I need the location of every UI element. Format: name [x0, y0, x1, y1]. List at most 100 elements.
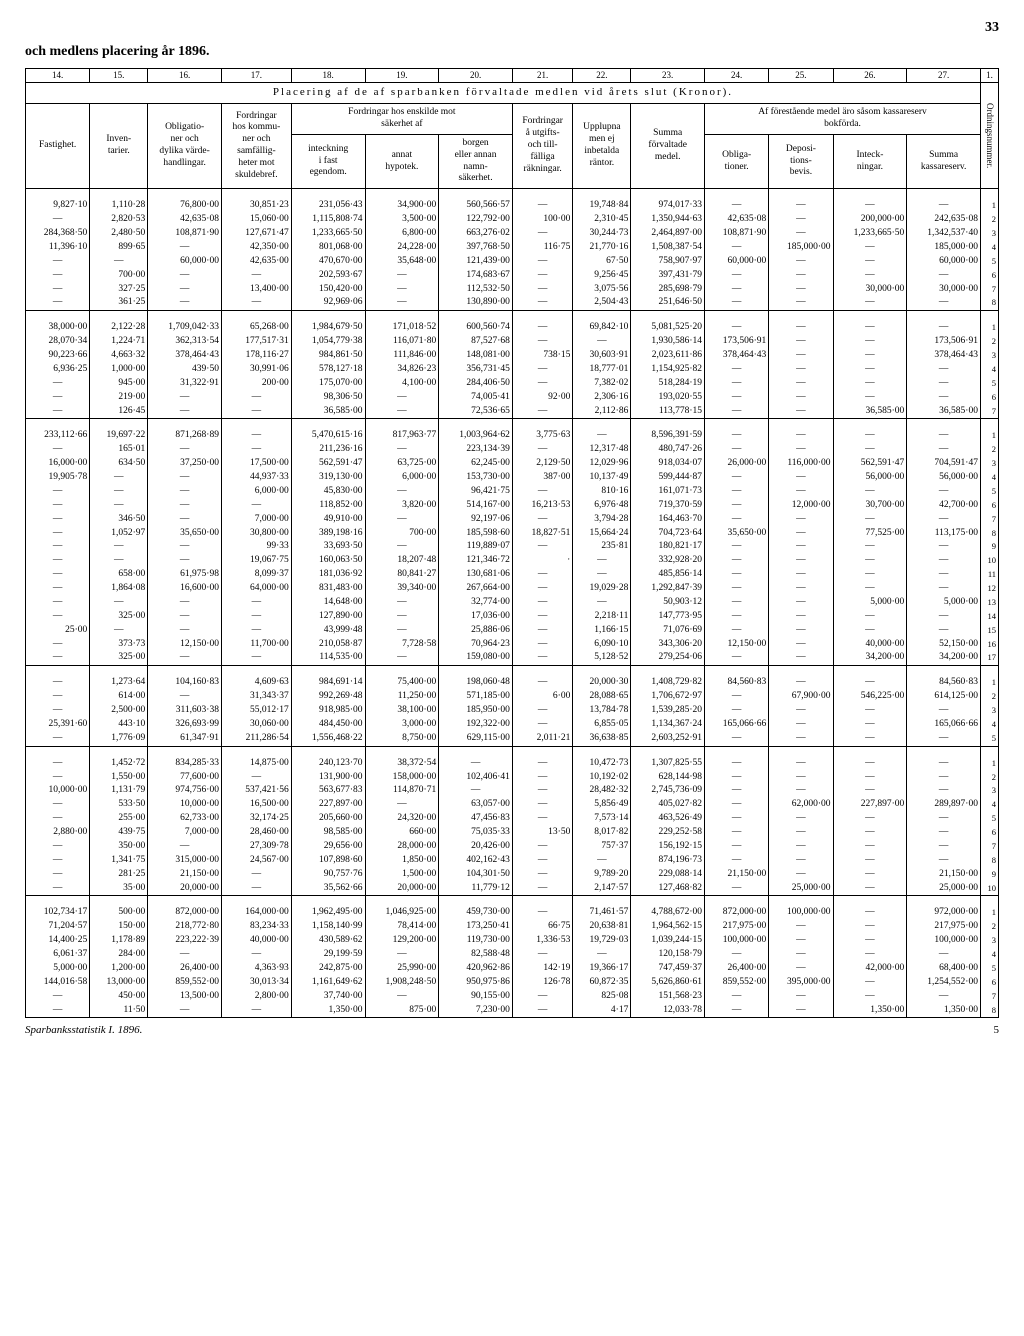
cell: — — [907, 812, 981, 826]
cell: — — [769, 704, 833, 718]
cell: 104,301·50 — [439, 868, 513, 882]
cell: 2,745,736·09 — [631, 784, 705, 798]
table-row: ——60,000·0042,635·00470,670·0035,648·001… — [26, 255, 999, 269]
cell: — — [221, 405, 291, 419]
cell: 77,600·00 — [148, 771, 222, 785]
cell: — — [26, 704, 90, 718]
cell: — — [769, 948, 833, 962]
cell: 122,792·00 — [439, 213, 513, 227]
cell: — — [26, 651, 90, 665]
cell: 356,731·45 — [439, 363, 513, 377]
cell: 14 — [980, 610, 998, 624]
cell: — — [907, 363, 981, 377]
cell: — — [512, 1004, 572, 1018]
cell: 950,975·86 — [439, 976, 513, 990]
cell: — — [221, 499, 291, 513]
cell: 4 — [980, 363, 998, 377]
cell: 164,000·00 — [221, 906, 291, 920]
cell: 71,461·57 — [573, 906, 631, 920]
cell: — — [907, 732, 981, 746]
cell: 1 — [980, 676, 998, 690]
table-row: —350·00—27,309·7829,656·0028,000·0020,42… — [26, 840, 999, 854]
table-row: 11,396·10899·65—42,350·00801,068·0024,22… — [26, 241, 999, 255]
cell: — — [833, 513, 907, 527]
cell: — — [26, 840, 90, 854]
cell: — — [769, 335, 833, 349]
cell: 747,459·37 — [631, 962, 705, 976]
cell: 1,336·53 — [512, 934, 572, 948]
cell: 24,567·00 — [221, 854, 291, 868]
cell: — — [439, 757, 513, 771]
cell: 992,269·48 — [291, 690, 365, 704]
cell: 198,060·48 — [439, 676, 513, 690]
cell: 173,250·41 — [439, 920, 513, 934]
cell: — — [365, 296, 439, 310]
h21: Fordringarå utgifts-och till-fälligaräkn… — [512, 104, 572, 189]
cell: 37,250·00 — [148, 457, 222, 471]
cell: — — [705, 771, 769, 785]
cell: 67·50 — [573, 255, 631, 269]
cell: 127,468·82 — [631, 882, 705, 896]
h20: borgeneller annannamn-säkerhet. — [439, 134, 513, 189]
cell: — — [512, 798, 572, 812]
cell: 9,789·20 — [573, 868, 631, 882]
cell: — — [833, 349, 907, 363]
cell: 2,880·00 — [26, 826, 90, 840]
cell: 2 — [980, 213, 998, 227]
cell: 26,400·00 — [148, 962, 222, 976]
cell: 42,700·00 — [907, 499, 981, 513]
cell: 25,000·00 — [769, 882, 833, 896]
cell: 30,000·00 — [833, 283, 907, 297]
cell: 562,591·47 — [291, 457, 365, 471]
cell: — — [833, 335, 907, 349]
cell: 38,100·00 — [365, 704, 439, 718]
cell: 1,962,495·00 — [291, 906, 365, 920]
cell: — — [148, 443, 222, 457]
cell: — — [769, 812, 833, 826]
cell: 450·00 — [90, 990, 148, 1004]
cell: 2,500·00 — [90, 704, 148, 718]
h15: Inven-tarier. — [90, 104, 148, 189]
cell: — — [512, 638, 572, 652]
cell: — — [769, 527, 833, 541]
cell: 1,709,042·33 — [148, 321, 222, 335]
cell: 60,872·35 — [573, 976, 631, 990]
table-row: —1,052·9735,650·0030,800·00389,198·16700… — [26, 527, 999, 541]
cell: 19,905·78 — [26, 471, 90, 485]
ledger-table: 14.15.16.17.18.19.20.21.22.23.24.25.26.2… — [25, 68, 999, 1018]
cell: 42,635·08 — [705, 213, 769, 227]
cell: 255·00 — [90, 812, 148, 826]
cell: 514,167·00 — [439, 499, 513, 513]
cell: 52,150·00 — [907, 638, 981, 652]
cell: — — [26, 868, 90, 882]
cell: 3,775·63 — [512, 429, 572, 443]
cell: — — [512, 321, 572, 335]
cell: 119,730·00 — [439, 934, 513, 948]
cell: 127,671·47 — [221, 227, 291, 241]
cell: 13 — [980, 596, 998, 610]
cell: 12,317·48 — [573, 443, 631, 457]
cell: 43,999·48 — [291, 624, 365, 638]
cell: 19,366·17 — [573, 962, 631, 976]
cell: — — [907, 485, 981, 499]
cell: 44,937·33 — [221, 471, 291, 485]
table-row: —533·5010,000·0016,500·00227,897·00—63,0… — [26, 798, 999, 812]
cell: 1,500·00 — [365, 868, 439, 882]
cell: 36,585·00 — [907, 405, 981, 419]
cell: 10,000·00 — [26, 784, 90, 798]
cell: 7,000·00 — [221, 513, 291, 527]
cell: — — [833, 704, 907, 718]
cell: 1 — [980, 199, 998, 213]
page-number: 33 — [25, 20, 999, 36]
cell: 35·00 — [90, 882, 148, 896]
cell: 102,734·17 — [26, 906, 90, 920]
cell: 563,677·83 — [291, 784, 365, 798]
cell: 4 — [980, 798, 998, 812]
cell: 15,060·00 — [221, 213, 291, 227]
cell: — — [833, 976, 907, 990]
cell: 107,898·60 — [291, 854, 365, 868]
cell: 6,936·25 — [26, 363, 90, 377]
cell: — — [769, 596, 833, 610]
cell: — — [365, 651, 439, 665]
cell: 2,800·00 — [221, 990, 291, 1004]
